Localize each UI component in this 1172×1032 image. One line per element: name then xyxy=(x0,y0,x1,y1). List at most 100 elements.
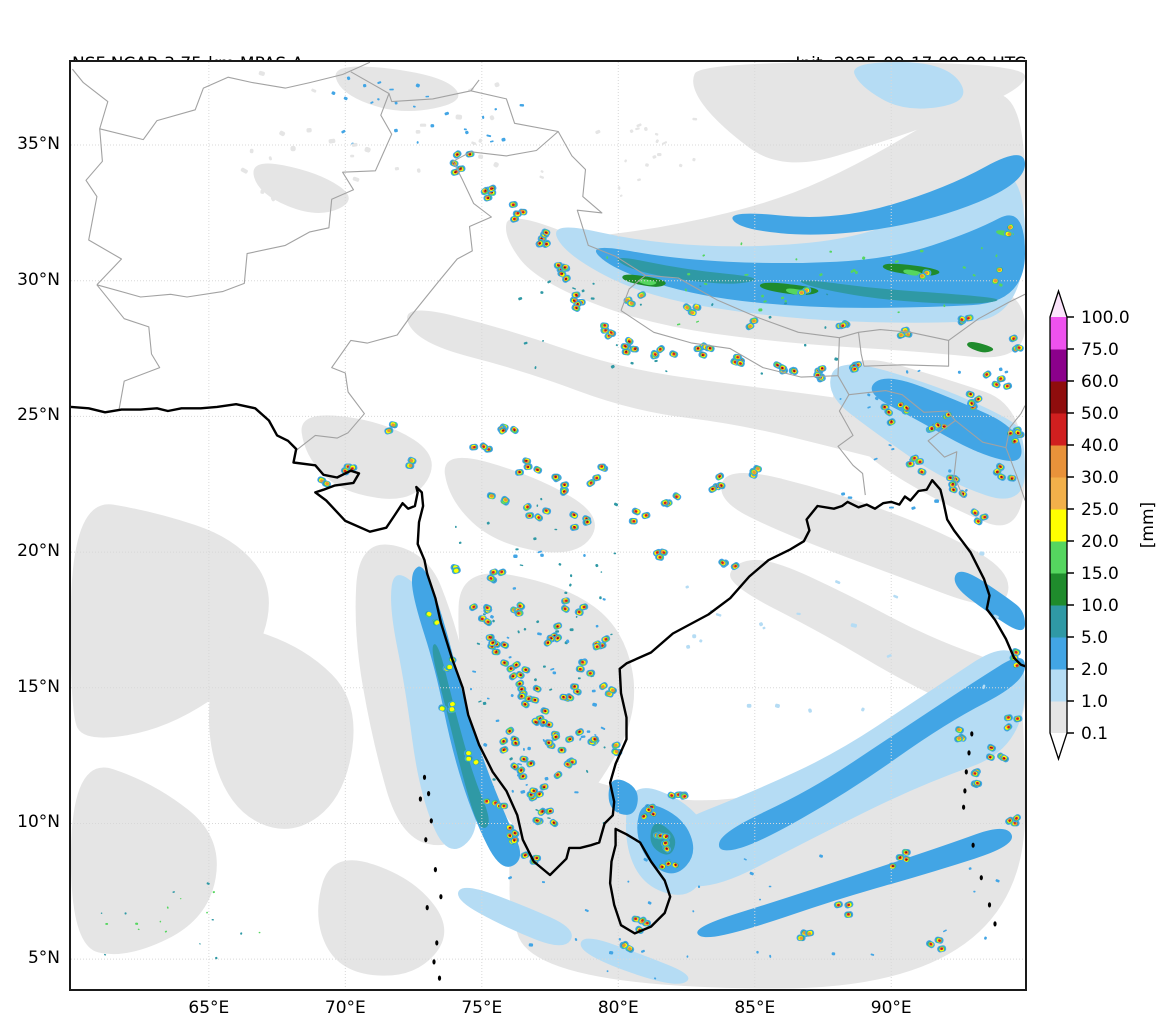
convective-cell-core xyxy=(662,551,666,554)
convective-cell-core xyxy=(632,520,636,523)
precip-speckle xyxy=(867,393,871,397)
convective-cell-core xyxy=(931,428,933,431)
precip-speckle xyxy=(630,361,634,365)
convective-cell-core xyxy=(853,367,857,371)
precip-patch-gray xyxy=(458,573,635,837)
convective-cell-core xyxy=(456,153,459,156)
island-dot xyxy=(439,894,443,900)
precip-patch-gray xyxy=(71,767,217,955)
precip-speckle xyxy=(973,890,976,893)
precip-speckle xyxy=(179,898,182,900)
precip-speckle xyxy=(595,624,599,628)
convective-cell-core xyxy=(541,811,544,813)
precip-speckle xyxy=(476,642,481,645)
convective-cell-core xyxy=(523,854,526,857)
precip-patch-gray xyxy=(721,472,1009,605)
precip-speckle xyxy=(554,528,558,531)
convective-cell-core xyxy=(739,362,742,365)
convective-cell-core xyxy=(646,921,649,925)
precip-speckle xyxy=(387,70,391,74)
convective-cell-core xyxy=(484,189,487,192)
precip-speckle xyxy=(249,148,254,154)
precip-speckle xyxy=(744,273,749,276)
convective-cell-core xyxy=(460,167,462,169)
precip-speckle xyxy=(615,344,618,347)
convective-cell-core xyxy=(1008,225,1012,229)
convective-cell-core xyxy=(513,832,516,834)
convective-cell-core xyxy=(520,769,523,772)
precip-speckle xyxy=(867,406,871,409)
convective-cell-core xyxy=(970,403,973,405)
precip-speckle xyxy=(483,743,488,747)
colorbar-segment xyxy=(1050,541,1067,574)
island-dot xyxy=(964,769,968,775)
colorbar-tick-label: 75.0 xyxy=(1081,340,1119,360)
precip-speckle xyxy=(583,554,586,557)
precip-speckle xyxy=(590,297,595,300)
convective-cell-core xyxy=(891,865,894,867)
precip-speckle xyxy=(415,129,421,134)
precip-speckle xyxy=(927,701,934,706)
precip-speckle xyxy=(796,612,801,616)
precip-speckle xyxy=(458,541,462,544)
precip-speckle xyxy=(584,909,589,913)
precip-speckle xyxy=(581,289,585,293)
colorbar-tick-label: 25.0 xyxy=(1081,500,1119,520)
precip-speckle xyxy=(768,315,772,319)
precip-patch-lblue xyxy=(391,575,477,850)
colorbar-tick-label: 1.0 xyxy=(1081,692,1108,712)
precip-speckle xyxy=(489,115,495,121)
convective-cell-core xyxy=(485,799,489,803)
convective-cell-core xyxy=(905,406,908,409)
convective-cell-core xyxy=(905,858,908,861)
precip-speckle xyxy=(749,871,754,876)
convective-cell-core xyxy=(549,810,551,813)
coastline xyxy=(608,827,672,935)
precip-speckle xyxy=(637,178,641,182)
precip-speckle xyxy=(537,632,542,636)
convective-cell-core xyxy=(447,665,453,670)
convective-cell-core xyxy=(520,688,523,691)
precip-speckle xyxy=(603,746,606,749)
convective-cell-core xyxy=(634,510,638,513)
convective-cell-core xyxy=(503,662,506,664)
convective-cell-core xyxy=(513,840,516,842)
convective-cell-core xyxy=(701,354,704,357)
convective-cell-core xyxy=(683,795,687,798)
precip-speckle xyxy=(558,563,562,566)
precip-speckle xyxy=(784,302,788,305)
convective-cell-core xyxy=(883,405,886,408)
precip-speckle xyxy=(861,707,865,712)
convective-cell-core xyxy=(1016,717,1019,720)
precip-speckle xyxy=(943,687,947,692)
convective-cell-core xyxy=(647,809,650,811)
precip-patch-blue xyxy=(608,779,638,815)
precip-patch-blue xyxy=(697,828,1013,938)
precip-speckle xyxy=(311,88,317,93)
precip-speckle xyxy=(600,571,603,573)
precip-speckle xyxy=(518,297,523,301)
convective-cell-core xyxy=(601,685,605,689)
precip-patch-blue xyxy=(954,571,1025,631)
convective-cell-core xyxy=(847,903,851,907)
convective-cell-core xyxy=(627,947,632,951)
convective-cell-core xyxy=(528,514,532,517)
precip-speckle xyxy=(819,273,823,277)
convective-cell-core xyxy=(537,469,539,471)
coastline xyxy=(71,403,1025,877)
precip-speckle xyxy=(665,370,668,373)
convective-cell-core xyxy=(799,936,804,940)
convective-cell-core xyxy=(962,492,965,495)
convective-cell-core xyxy=(490,187,493,190)
convective-cell-core xyxy=(595,645,599,648)
convective-cell-core xyxy=(887,410,890,413)
convective-cell-core xyxy=(1012,337,1015,341)
precip-speckle xyxy=(528,943,534,947)
x-tick-label: 75°E xyxy=(461,998,503,1018)
country-border xyxy=(350,71,480,103)
precip-speckle xyxy=(711,303,714,307)
precip-speckle xyxy=(258,931,261,934)
precip-speckle xyxy=(426,105,431,109)
convective-cell-core xyxy=(563,484,566,487)
precip-speckle xyxy=(595,563,599,568)
